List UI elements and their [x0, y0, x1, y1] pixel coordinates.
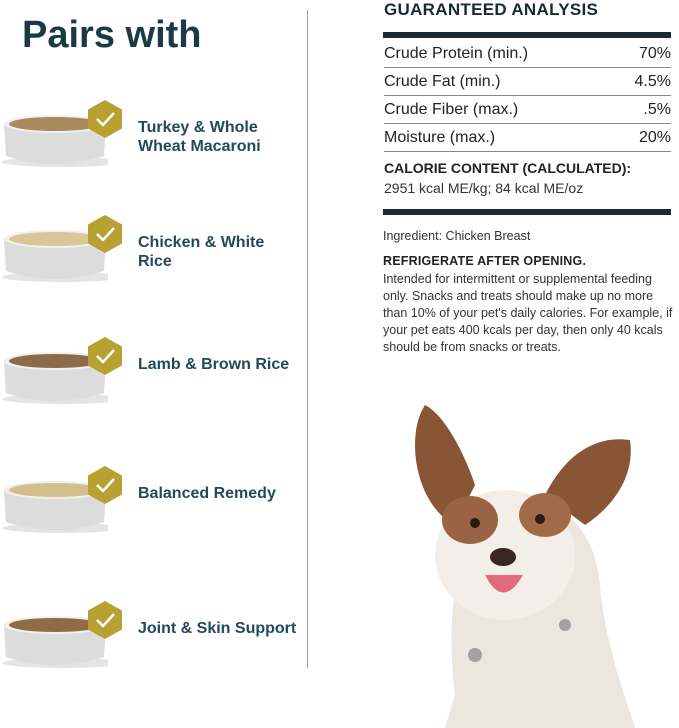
- refrigerate-heading: REFRIGERATE AFTER OPENING.: [383, 254, 587, 268]
- check-hexagon-icon: [88, 215, 122, 253]
- table-bottom-bar: [383, 209, 671, 215]
- analysis-row: Crude Protein (min.) 70%: [384, 40, 671, 68]
- food-bowl-icon: [2, 115, 108, 167]
- nutrient-value: 4.5%: [634, 72, 671, 90]
- ingredient-text: Ingredient: Chicken Breast: [383, 229, 531, 243]
- guaranteed-analysis-title: GUARANTEED ANALYSIS: [384, 0, 599, 19]
- food-bowl-icon: [2, 616, 108, 668]
- pairs-with-title: Pairs with: [22, 14, 202, 56]
- pairing-label: Lamb & Brown Rice: [138, 356, 290, 373]
- analysis-row: Crude Fat (min.) 4.5%: [384, 68, 671, 96]
- food-bowl-icon: [2, 230, 108, 282]
- check-hexagon-icon: [88, 466, 122, 504]
- analysis-row: Crude Fiber (max.) .5%: [384, 96, 671, 124]
- check-hexagon-icon: [88, 337, 122, 375]
- dog-photo: [415, 405, 635, 728]
- nutrient-name: Crude Fiber (max.): [384, 100, 519, 118]
- calorie-value: 2951 kcal ME/kg; 84 kcal ME/oz: [384, 180, 584, 196]
- nutrient-value: 70%: [638, 44, 671, 62]
- nutrient-value: 20%: [638, 128, 671, 146]
- pairing-item: Turkey & Whole Wheat Macaroni: [0, 100, 300, 180]
- pairing-item: Chicken & White Rice: [0, 215, 300, 295]
- nutrient-name: Crude Protein (min.): [384, 44, 529, 62]
- analysis-row: Moisture (max.) 20%: [384, 124, 671, 152]
- pairing-label: Joint & Skin Support: [138, 620, 297, 637]
- nutrient-name: Crude Fat (min.): [384, 72, 501, 90]
- pairing-label: Turkey & Whole Wheat Macaroni: [138, 119, 261, 155]
- pairing-label: Chicken & White Rice: [138, 234, 265, 270]
- check-hexagon-icon: [88, 601, 122, 639]
- nutrient-value: .5%: [643, 100, 671, 118]
- food-bowl-icon: [2, 352, 108, 404]
- feeding-note: Intended for intermittent or supplementa…: [383, 272, 673, 354]
- check-hexagon-icon: [88, 100, 122, 138]
- divider: [307, 10, 308, 668]
- pairing-label: Balanced Remedy: [138, 485, 276, 502]
- pairing-item: Balanced Remedy: [0, 466, 300, 546]
- calorie-heading: CALORIE CONTENT (CALCULATED):: [384, 160, 632, 176]
- pairing-item: Joint & Skin Support: [0, 601, 300, 681]
- nutrient-name: Moisture (max.): [384, 128, 496, 146]
- pairing-item: Lamb & Brown Rice: [0, 337, 300, 417]
- table-top-bar: [383, 32, 671, 38]
- food-bowl-icon: [2, 481, 108, 533]
